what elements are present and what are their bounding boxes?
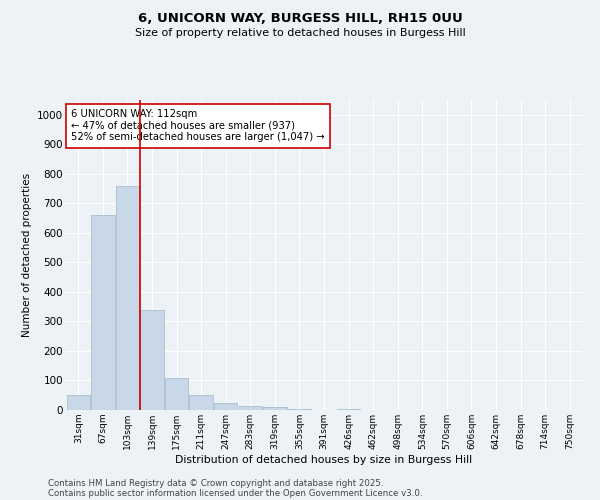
Bar (263, 407, 287, 410)
Text: 6, UNICORN WAY, BURGESS HILL, RH15 0UU: 6, UNICORN WAY, BURGESS HILL, RH15 0UU (137, 12, 463, 26)
Text: Contains public sector information licensed under the Open Government Licence v3: Contains public sector information licen… (48, 488, 422, 498)
Bar (337, 409, 360, 410)
Text: 6 UNICORN WAY: 112sqm
← 47% of detached houses are smaller (937)
52% of semi-det: 6 UNICORN WAY: 112sqm ← 47% of detached … (71, 110, 325, 142)
Bar (214, 402, 238, 410)
Bar (165, 378, 188, 410)
Bar (190, 395, 213, 410)
Bar (67, 395, 90, 410)
Bar (239, 406, 262, 410)
Text: Size of property relative to detached houses in Burgess Hill: Size of property relative to detached ho… (134, 28, 466, 38)
Text: Contains HM Land Registry data © Crown copyright and database right 2025.: Contains HM Land Registry data © Crown c… (48, 478, 383, 488)
Bar (140, 310, 164, 410)
Bar (91, 215, 115, 410)
Bar (288, 408, 311, 410)
X-axis label: Distribution of detached houses by size in Burgess Hill: Distribution of detached houses by size … (175, 454, 473, 464)
Y-axis label: Number of detached properties: Number of detached properties (22, 173, 32, 337)
Bar (116, 186, 139, 410)
